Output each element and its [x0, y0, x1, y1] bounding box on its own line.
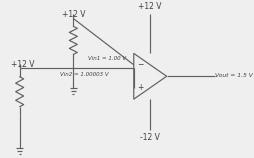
Text: Vin1 = 1.00 V: Vin1 = 1.00 V	[88, 56, 126, 61]
Text: −: −	[137, 60, 143, 69]
Text: Vin2 = 1.00003 V: Vin2 = 1.00003 V	[59, 72, 108, 77]
Text: +12 V: +12 V	[11, 60, 34, 69]
Text: +12 V: +12 V	[61, 10, 85, 19]
Text: Vout = 1.5 V: Vout = 1.5 V	[215, 73, 252, 78]
Text: -12 V: -12 V	[140, 133, 160, 142]
Text: +: +	[137, 83, 143, 92]
Text: +12 V: +12 V	[138, 3, 161, 12]
